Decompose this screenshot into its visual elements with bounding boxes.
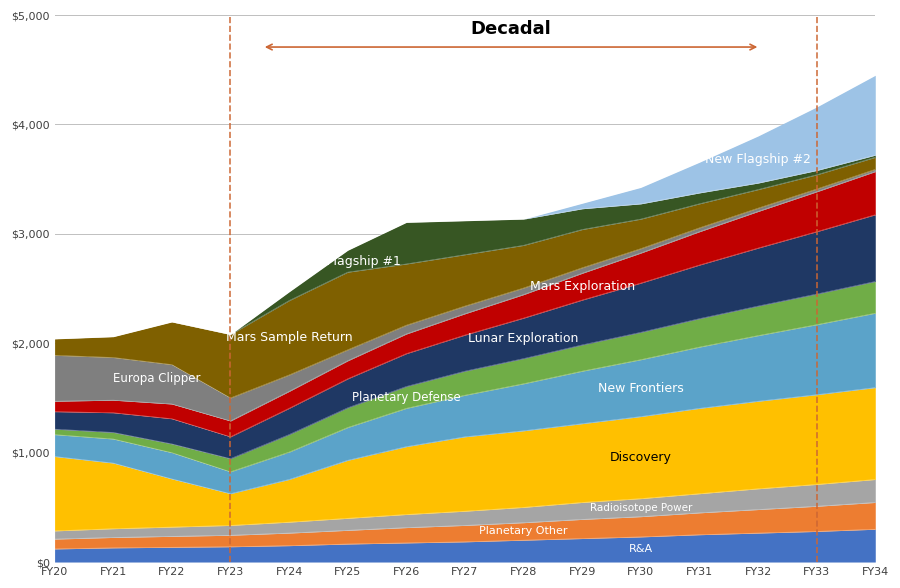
Text: Mars Sample Return: Mars Sample Return [226,331,353,345]
Text: New Flagship #1: New Flagship #1 [295,255,400,268]
Text: Europa Clipper: Europa Clipper [113,372,201,385]
Text: Planetary Defense: Planetary Defense [352,391,461,404]
Text: Mars Exploration: Mars Exploration [529,280,634,293]
Text: Decadal: Decadal [471,20,552,38]
Text: Discovery: Discovery [610,451,671,464]
Text: New Flagship #2: New Flagship #2 [705,153,811,166]
Text: Lunar Exploration: Lunar Exploration [468,332,579,345]
Text: Radioisotope Power: Radioisotope Power [590,503,692,513]
Text: R&A: R&A [629,544,652,554]
Text: New Frontiers: New Frontiers [598,382,684,395]
Text: Planetary Other: Planetary Other [480,526,568,536]
